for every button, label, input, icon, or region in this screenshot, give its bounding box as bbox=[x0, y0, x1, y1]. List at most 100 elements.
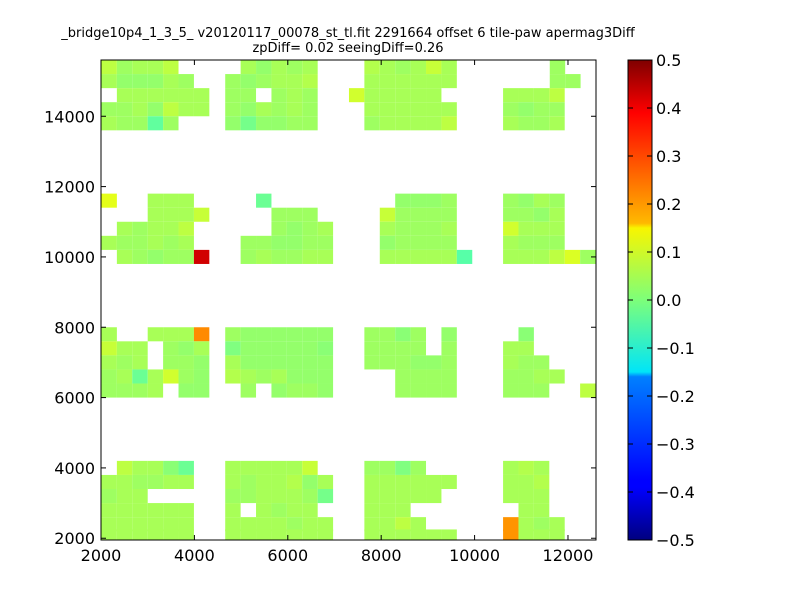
heatmap-cell bbox=[117, 60, 132, 74]
colorbar-tick-label: 0.1 bbox=[656, 243, 681, 262]
heatmap-cell bbox=[241, 517, 256, 531]
heatmap-cell bbox=[287, 384, 302, 398]
heatmap-cell bbox=[302, 503, 317, 517]
heatmap-cell bbox=[380, 208, 395, 222]
heatmap-cell bbox=[287, 529, 302, 540]
heatmap-cell bbox=[411, 102, 426, 116]
heatmap-cell bbox=[411, 355, 426, 369]
heatmap-cell bbox=[194, 327, 209, 341]
heatmap-cell bbox=[318, 236, 333, 250]
heatmap-cell bbox=[148, 503, 163, 517]
heatmap-cell bbox=[364, 517, 379, 531]
heatmap-cell bbox=[302, 369, 317, 383]
heatmap-cell bbox=[395, 489, 410, 503]
heatmap-cell bbox=[132, 116, 147, 130]
heatmap-cell bbox=[101, 116, 116, 130]
heatmap-cell bbox=[287, 208, 302, 222]
colorbar-tick-label: −0.5 bbox=[656, 531, 695, 550]
heatmap-cell bbox=[225, 102, 240, 116]
heatmap-cell bbox=[380, 517, 395, 531]
heatmap-cell bbox=[503, 88, 518, 102]
heatmap-cell bbox=[503, 529, 518, 540]
heatmap-cell bbox=[148, 88, 163, 102]
heatmap-cell bbox=[426, 102, 441, 116]
heatmap-cell bbox=[395, 355, 410, 369]
heatmap-cell bbox=[256, 116, 271, 130]
heatmap-cell bbox=[426, 369, 441, 383]
heatmap-cell bbox=[318, 475, 333, 489]
heatmap-cell bbox=[565, 74, 580, 88]
x-tick-label: 10000 bbox=[449, 546, 500, 565]
x-tick-label: 2000 bbox=[81, 546, 122, 565]
heatmap-cell bbox=[179, 355, 194, 369]
heatmap-cell bbox=[271, 236, 286, 250]
heatmap-cell bbox=[148, 517, 163, 531]
heatmap-cell bbox=[256, 369, 271, 383]
heatmap-cell bbox=[256, 236, 271, 250]
heatmap-cell bbox=[549, 88, 564, 102]
colorbar-tick-label: 0.5 bbox=[656, 51, 681, 70]
heatmap-cell bbox=[163, 208, 178, 222]
heatmap-cell bbox=[287, 74, 302, 88]
heatmap-cell bbox=[241, 74, 256, 88]
heatmap-cell bbox=[518, 369, 533, 383]
heatmap-cell bbox=[148, 208, 163, 222]
heatmap-cell bbox=[503, 461, 518, 475]
heatmap-cell bbox=[117, 236, 132, 250]
heatmap-cell bbox=[148, 102, 163, 116]
heatmap-cell bbox=[225, 461, 240, 475]
heatmap-cell bbox=[101, 384, 116, 398]
heatmap-cell bbox=[163, 236, 178, 250]
heatmap-cell bbox=[411, 88, 426, 102]
heatmap-cell bbox=[364, 503, 379, 517]
heatmap-cell bbox=[302, 327, 317, 341]
heatmap-cell bbox=[148, 327, 163, 341]
heatmap-cell bbox=[395, 250, 410, 264]
heatmap-cell bbox=[441, 529, 456, 540]
heatmap-cell bbox=[271, 503, 286, 517]
heatmap-cell bbox=[426, 384, 441, 398]
heatmap-cell bbox=[101, 489, 116, 503]
heatmap-cell bbox=[426, 88, 441, 102]
heatmap-cell bbox=[426, 475, 441, 489]
heatmap-cell bbox=[302, 529, 317, 540]
heatmap-cell bbox=[148, 369, 163, 383]
heatmap-cell bbox=[549, 236, 564, 250]
heatmap-cell bbox=[271, 529, 286, 540]
x-tick-label: 4000 bbox=[174, 546, 215, 565]
heatmap-cell bbox=[518, 222, 533, 236]
heatmap-cell bbox=[518, 250, 533, 264]
heatmap-cell bbox=[441, 60, 456, 74]
heatmap-cell bbox=[426, 222, 441, 236]
heatmap-cell bbox=[163, 194, 178, 208]
heatmap-cell bbox=[364, 102, 379, 116]
heatmap-cell bbox=[256, 102, 271, 116]
heatmap-cell bbox=[271, 341, 286, 355]
heatmap-cell bbox=[349, 88, 364, 102]
heatmap-cell bbox=[395, 475, 410, 489]
heatmap-cell bbox=[101, 369, 116, 383]
heatmap-cell bbox=[503, 208, 518, 222]
heatmap-cell bbox=[534, 116, 549, 130]
heatmap-cell bbox=[302, 102, 317, 116]
heatmap-cell bbox=[117, 475, 132, 489]
heatmap-cell bbox=[148, 194, 163, 208]
heatmap-cell bbox=[117, 503, 132, 517]
heatmap-cell bbox=[426, 116, 441, 130]
heatmap-cell bbox=[395, 327, 410, 341]
heatmap-cell bbox=[549, 116, 564, 130]
colorbar-tick-label: −0.1 bbox=[656, 339, 695, 358]
heatmap-cell bbox=[101, 102, 116, 116]
heatmap-cell bbox=[503, 102, 518, 116]
heatmap-cell bbox=[271, 102, 286, 116]
heatmap-cell bbox=[163, 503, 178, 517]
colorbar: 0.50.40.30.20.10.0−0.1−0.2−0.3−0.4−0.5 bbox=[628, 51, 695, 550]
heatmap-cell bbox=[411, 74, 426, 88]
heatmap-cell bbox=[364, 116, 379, 130]
heatmap-cell bbox=[380, 461, 395, 475]
heatmap-cell bbox=[271, 461, 286, 475]
heatmap-cell bbox=[549, 222, 564, 236]
heatmap-cell bbox=[549, 102, 564, 116]
x-tick-label: 12000 bbox=[543, 546, 594, 565]
